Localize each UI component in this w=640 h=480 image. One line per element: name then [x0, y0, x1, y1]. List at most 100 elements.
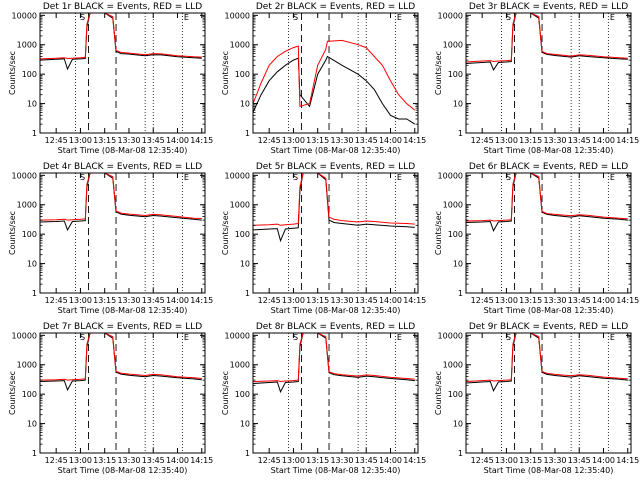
x-tick-label: 13:15	[519, 296, 542, 305]
y-tick-label: 10000	[438, 171, 463, 180]
panel-title: Det 9r BLACK = Events, RED = LLD	[469, 322, 628, 332]
series-line-lld	[40, 13, 202, 60]
x-tick-label: 14:00	[379, 296, 402, 305]
y-axis-label: Counts/sec	[434, 51, 443, 95]
series-group	[40, 173, 202, 232]
series-line-events	[466, 13, 628, 71]
plot-frame	[39, 332, 206, 454]
y-axis-label: Counts/sec	[434, 211, 443, 255]
y-tick-label: 10000	[225, 331, 250, 340]
x-tick-label: 13:45	[355, 296, 378, 305]
x-tick-label: 13:30	[117, 456, 140, 465]
y-tick-label: 1000	[443, 201, 463, 210]
x-tick-label: 13:45	[568, 136, 591, 145]
series-group	[466, 173, 628, 233]
series-line-lld	[466, 333, 628, 382]
flag-label: E	[610, 333, 615, 342]
x-tick-label: 13:15	[93, 136, 116, 145]
x-axis-label: Start Time (08-Mar-08 12:35:40)	[58, 146, 188, 155]
y-tick-label: 10	[453, 420, 463, 429]
y-tick-label: 10	[240, 420, 250, 429]
panel-title: Det 8r BLACK = Events, RED = LLD	[256, 322, 415, 332]
chart-panel-4: Det 4r BLACK = Events, RED = LLD 1 10 100 10…	[8, 162, 213, 315]
series-group	[466, 333, 628, 393]
plot-frame	[465, 172, 632, 294]
x-tick-label: 13:00	[69, 296, 92, 305]
y-tick-label: 1	[245, 129, 250, 138]
x-tick-label: 14:15	[403, 136, 426, 145]
panel-title: Det 6r BLACK = Events, RED = LLD	[469, 162, 628, 172]
chart-panel-1: Det 1r BLACK = Events, RED = LLD 1 10 100 10…	[8, 2, 213, 155]
x-axis-label: Start Time (08-Mar-08 12:35:40)	[484, 146, 614, 155]
chart-panel-9: Det 9r BLACK = Events, RED = LLD 1 10 100 10…	[434, 322, 639, 475]
x-tick-label: 12:45	[258, 296, 281, 305]
x-tick-label: 13:00	[495, 136, 518, 145]
flag-label: E	[610, 13, 615, 22]
x-tick-label: 14:15	[403, 456, 426, 465]
x-tick-label: 12:45	[471, 136, 494, 145]
plot-frame	[252, 12, 419, 134]
y-tick-label: 10000	[12, 331, 37, 340]
y-axis-label: Counts/sec	[8, 371, 17, 415]
x-tick-label: 14:00	[166, 456, 189, 465]
flag-label: E	[610, 173, 615, 182]
x-tick-label: 14:15	[616, 136, 639, 145]
y-axis-label: Counts/sec	[221, 371, 230, 415]
x-axis-label: Start Time (08-Mar-08 12:35:40)	[58, 306, 188, 315]
x-tick-label: 14:15	[403, 296, 426, 305]
x-tick-label: 12:45	[45, 456, 68, 465]
y-axis-label: Counts/sec	[8, 51, 17, 95]
series-line-events	[40, 173, 202, 232]
x-tick-label: 13:30	[117, 136, 140, 145]
x-tick-label: 14:15	[616, 296, 639, 305]
chart-panel-5: Det 5r BLACK = Events, RED = LLD 1 10 100 10…	[221, 162, 426, 315]
x-tick-label: 14:00	[379, 456, 402, 465]
y-tick-label: 100	[22, 390, 37, 399]
y-tick-label: 10	[27, 420, 37, 429]
x-tick-label: 13:30	[330, 296, 353, 305]
series-line-events	[40, 13, 202, 71]
y-tick-label: 10000	[438, 11, 463, 20]
flag-label: S	[506, 333, 511, 342]
flag-label: S	[80, 333, 85, 342]
y-tick-label: 1	[245, 449, 250, 458]
x-tick-label: 14:15	[190, 456, 213, 465]
plot-frame	[465, 12, 632, 134]
y-tick-label: 1	[458, 449, 463, 458]
series-group	[466, 13, 628, 71]
flag-label: E	[184, 173, 189, 182]
panel-title: Det 3r BLACK = Events, RED = LLD	[469, 2, 628, 12]
flag-label: E	[397, 173, 402, 182]
panel-title: Det 2r BLACK = Events, RED = LLD	[256, 2, 415, 12]
y-tick-label: 10000	[12, 11, 37, 20]
x-axis-label: Start Time (08-Mar-08 12:35:40)	[271, 466, 401, 475]
x-tick-label: 13:45	[568, 296, 591, 305]
series-line-events	[40, 333, 202, 392]
y-tick-label: 1000	[443, 41, 463, 50]
series-line-lld	[466, 13, 628, 63]
series-line-events	[253, 55, 416, 125]
chart-panel-7: Det 7r BLACK = Events, RED = LLD 1 10 100 10…	[8, 322, 213, 475]
panel-title: Det 5r BLACK = Events, RED = LLD	[256, 162, 415, 172]
y-tick-label: 1	[32, 289, 37, 298]
panel-title: Det 1r BLACK = Events, RED = LLD	[43, 2, 202, 12]
x-tick-label: 14:00	[592, 456, 615, 465]
x-tick-label: 13:15	[306, 296, 329, 305]
x-tick-label: 13:00	[495, 296, 518, 305]
y-tick-label: 10	[240, 260, 250, 269]
x-tick-label: 14:00	[166, 296, 189, 305]
x-tick-label: 12:45	[45, 136, 68, 145]
x-tick-label: 13:00	[282, 296, 305, 305]
x-tick-label: 12:45	[471, 296, 494, 305]
series-group	[40, 13, 202, 71]
x-tick-label: 14:15	[190, 136, 213, 145]
x-axis-label: Start Time (08-Mar-08 12:35:40)	[484, 466, 614, 475]
panel-title: Det 4r BLACK = Events, RED = LLD	[43, 162, 202, 172]
x-tick-label: 13:15	[93, 296, 116, 305]
y-tick-label: 10	[27, 100, 37, 109]
flag-label: E	[397, 13, 402, 22]
series-line-lld	[40, 333, 202, 381]
x-tick-label: 13:15	[306, 456, 329, 465]
y-tick-label: 10000	[225, 11, 250, 20]
